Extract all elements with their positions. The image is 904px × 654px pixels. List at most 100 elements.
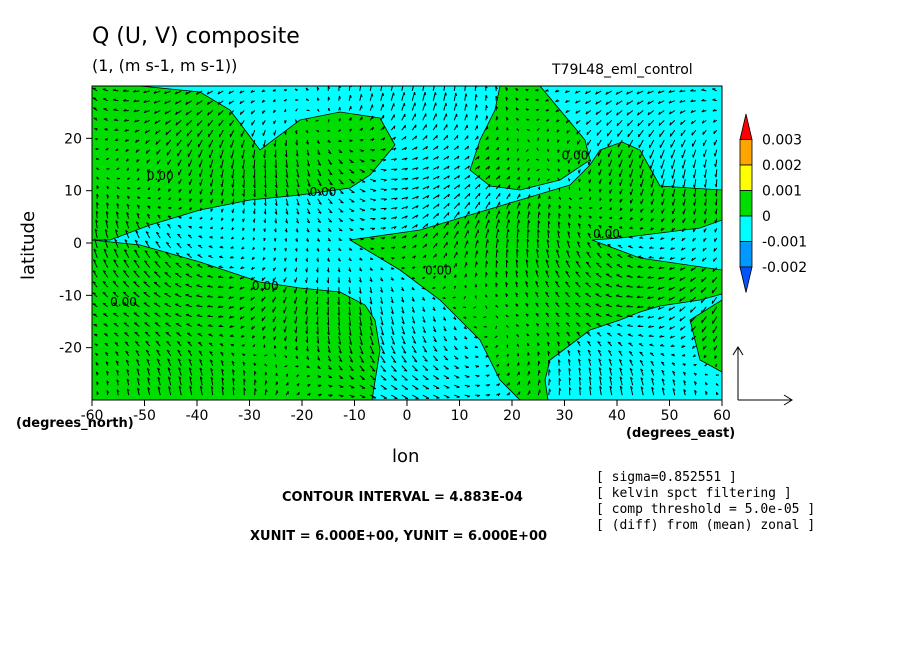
vector-arrowhead xyxy=(115,148,119,151)
vector-arrowhead xyxy=(394,168,398,172)
vector-arrow xyxy=(453,103,457,111)
vector-arrow xyxy=(453,211,460,219)
vector-arrowhead xyxy=(305,130,309,134)
vector-arrowhead xyxy=(239,276,243,280)
vector-arrowhead xyxy=(157,187,160,191)
vector-arrow xyxy=(506,210,510,219)
vector-arrowhead xyxy=(328,220,332,223)
vector-arrowhead xyxy=(340,182,344,185)
vector-arrowhead xyxy=(261,99,265,103)
vector-arrow xyxy=(133,270,140,278)
vector-arrow xyxy=(704,159,707,168)
vector-arrowhead xyxy=(316,141,320,144)
vector-arrow xyxy=(275,198,278,206)
vector-arrow xyxy=(338,345,342,354)
vector-arrowhead xyxy=(701,268,704,272)
vector-arrow xyxy=(579,386,581,396)
vector-arrow xyxy=(412,394,419,400)
vector-arrowhead xyxy=(178,376,182,380)
vector-arrow xyxy=(380,336,385,345)
chart-subtitle: (1, (m s-1, m s-1)) xyxy=(92,56,238,75)
vector-arrow xyxy=(380,384,387,390)
vector-arrowhead xyxy=(239,316,243,320)
vector-arrow xyxy=(474,192,481,200)
vector-arrow xyxy=(672,198,676,206)
vector-arrowhead xyxy=(446,155,450,160)
vector-arrow xyxy=(527,211,530,219)
vector-arrowhead xyxy=(350,86,352,88)
vector-arrowhead xyxy=(326,291,329,295)
vector-arrowhead xyxy=(703,193,706,197)
vector-arrowhead xyxy=(585,121,588,125)
vector-arrowhead xyxy=(567,222,571,226)
y-axis-label: latitude xyxy=(18,210,39,280)
vector-arrowhead xyxy=(548,212,551,216)
vector-arrowhead xyxy=(608,234,612,237)
vector-arrowhead xyxy=(273,143,276,147)
vector-arrowhead xyxy=(206,294,211,298)
vector-arrowhead xyxy=(185,91,188,95)
vector-arrow xyxy=(588,358,592,366)
vector-arrowhead xyxy=(220,192,223,196)
vector-arrowhead xyxy=(231,184,234,188)
vector-arrow xyxy=(317,169,322,176)
vector-arrow xyxy=(649,139,655,149)
vector-arrowhead xyxy=(157,376,161,380)
vector-arrowhead xyxy=(137,187,141,190)
vector-arrowhead xyxy=(136,168,139,172)
vector-arrow xyxy=(700,296,707,304)
vector-arrow xyxy=(177,159,182,167)
vector-arrowhead xyxy=(307,184,311,187)
vector-arrowhead xyxy=(105,361,109,364)
vector-arrowhead xyxy=(658,256,662,260)
vector-arrow xyxy=(658,119,665,127)
vector-arrowhead xyxy=(305,330,308,334)
vector-arrowhead xyxy=(435,102,437,106)
vector-arrowhead xyxy=(437,203,440,207)
vector-arrowhead xyxy=(157,196,162,200)
vector-arrowhead xyxy=(155,131,158,135)
vector-arrowhead xyxy=(558,359,561,363)
vector-arrowhead xyxy=(526,158,530,162)
vector-arrow xyxy=(704,198,707,206)
vector-arrowhead xyxy=(262,132,264,137)
vector-arrowhead xyxy=(475,261,478,265)
vector-arrowhead xyxy=(283,310,285,314)
vector-arrowhead xyxy=(702,258,704,262)
vector-arrowhead xyxy=(556,239,560,243)
vector-arrowhead xyxy=(242,361,246,365)
vector-arrowhead xyxy=(210,376,214,380)
vector-arrowhead xyxy=(691,247,694,252)
vector-arrowhead xyxy=(565,109,568,113)
vector-arrowhead xyxy=(125,350,129,353)
vector-arrowhead xyxy=(403,351,407,354)
vector-arrow xyxy=(515,259,518,268)
vector-arrow xyxy=(283,306,287,314)
vector-arrow xyxy=(306,179,311,187)
vector-arrow xyxy=(585,272,592,278)
vector-arrowhead xyxy=(210,200,212,204)
vector-arrowhead xyxy=(565,281,569,284)
vector-arrowhead xyxy=(369,279,373,283)
vector-arrow xyxy=(453,202,460,209)
vector-arrowhead xyxy=(251,256,254,260)
vector-arrowhead xyxy=(254,379,257,383)
vector-arrowhead xyxy=(649,343,653,346)
vector-arrowhead xyxy=(567,160,570,164)
vector-arrow xyxy=(411,113,416,121)
vector-arrowhead xyxy=(349,140,353,142)
vector-arrowhead xyxy=(328,229,332,232)
vector-arrowhead xyxy=(208,342,213,345)
vector-arrow xyxy=(411,224,418,229)
vector-arrowhead xyxy=(435,368,439,371)
vector-arrowhead xyxy=(196,294,200,297)
vector-arrowhead xyxy=(306,357,310,360)
vector-arrow xyxy=(174,283,182,288)
vector-arrowhead xyxy=(232,369,235,373)
vector-arrowhead xyxy=(318,211,322,214)
vector-arrowhead xyxy=(326,332,330,336)
vector-arrow xyxy=(401,102,405,111)
vector-arrow xyxy=(596,129,602,136)
vector-arrow xyxy=(115,220,119,229)
